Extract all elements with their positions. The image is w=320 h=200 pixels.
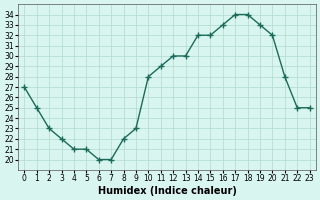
X-axis label: Humidex (Indice chaleur): Humidex (Indice chaleur): [98, 186, 236, 196]
